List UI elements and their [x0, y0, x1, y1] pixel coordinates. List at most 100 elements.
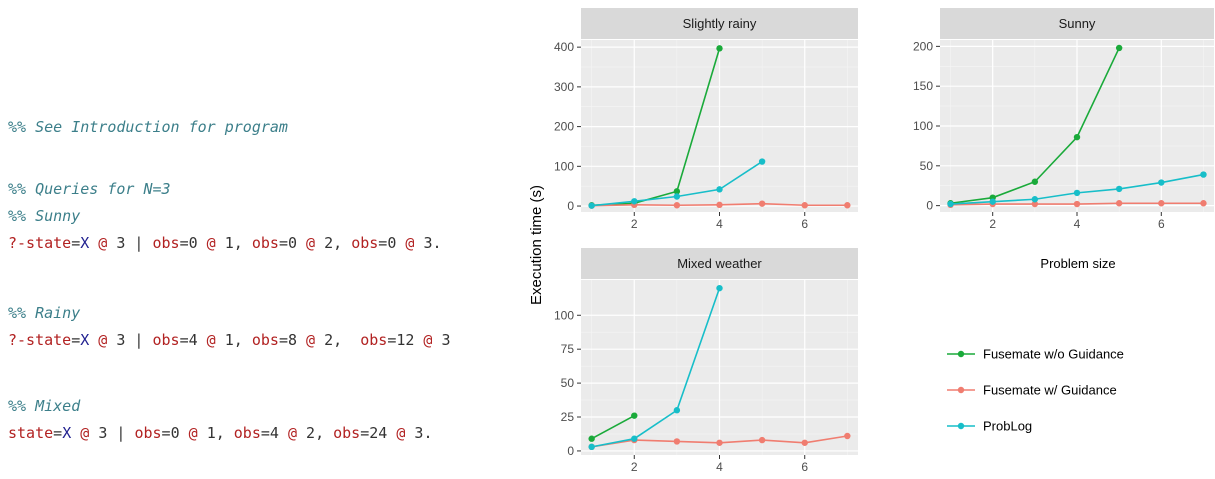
data-point-problog	[631, 198, 638, 205]
code-token: @	[89, 331, 117, 349]
code-token: |	[107, 424, 135, 442]
y-axis-label: Execution time (s)	[528, 185, 545, 305]
code-token: ,	[233, 234, 252, 252]
data-point-problog	[716, 186, 723, 193]
x-tick-label: 4	[716, 217, 723, 231]
legend-marker-problog	[957, 422, 965, 430]
code-token: =	[179, 234, 189, 252]
code-token: 3	[423, 234, 433, 252]
code-token: obs	[360, 331, 388, 349]
code-token: 2	[324, 234, 334, 252]
code-token: 3	[414, 424, 424, 442]
data-point-fusemate-w-guidance	[716, 201, 723, 209]
x-tick-label: 6	[801, 460, 808, 474]
data-point-fusemate-w-guidance	[1200, 200, 1207, 207]
data-point-problog	[758, 158, 766, 165]
data-point-fusemate-w-guidance	[1115, 200, 1123, 207]
code-token: ,	[215, 424, 234, 442]
code-token: =	[278, 331, 288, 349]
code-token: ?-state	[8, 331, 72, 349]
y-tick-label: 75	[561, 342, 575, 356]
panel-title: Slightly rainy	[683, 16, 757, 31]
code-token: @	[297, 331, 325, 349]
code-token: @	[179, 424, 207, 442]
code-token: obs	[134, 424, 162, 442]
data-point-fusemate-w-guidance	[1031, 200, 1039, 208]
data-point-problog	[989, 198, 996, 205]
code-token: =	[71, 234, 81, 252]
code-token: 4	[269, 424, 279, 442]
x-tick-label: 6	[1158, 217, 1165, 231]
data-point-fusemate-w-o-guidance	[1115, 44, 1123, 52]
panel-strip	[581, 8, 858, 39]
code-token: obs	[233, 424, 261, 442]
y-tick-label: 25	[561, 410, 575, 424]
code-token: =	[387, 331, 397, 349]
code-query-rainy: ?-state=X @ 3 | obs=4 @ 1, obs=8 @ 2, ob…	[8, 331, 451, 349]
code-token: 4	[188, 331, 198, 349]
code-token: 2	[324, 331, 334, 349]
code-token: ,	[233, 331, 252, 349]
y-tick-label: 300	[554, 80, 574, 94]
panel-mixed-weather: Mixed weather 0 25 50 75 100 2 4 6	[554, 248, 858, 474]
y-tick-label: 100	[554, 308, 574, 322]
panel-title: Sunny	[1059, 16, 1096, 31]
code-token: =	[179, 331, 189, 349]
code-query-sunny: ?-state=X @ 3 | obs=0 @ 1, obs=0 @ 2, ob…	[8, 234, 442, 252]
code-token: .	[432, 234, 442, 252]
data-point-problog	[673, 193, 681, 200]
code-token: 1	[224, 234, 234, 252]
data-point-fusemate-w-guidance	[801, 439, 808, 446]
code-token: 0	[188, 234, 198, 252]
data-point-problog	[1200, 171, 1207, 178]
y-tick-label: 400	[554, 40, 574, 54]
data-point-fusemate-w-o-guidance	[588, 435, 595, 442]
data-point-problog	[1073, 189, 1081, 197]
data-point-fusemate-w-o-guidance	[1031, 178, 1039, 185]
code-token: @	[387, 424, 415, 442]
code-token: =	[161, 424, 171, 442]
x-axis-label: Problem size	[1040, 256, 1115, 271]
code-token: @	[414, 331, 442, 349]
data-point-fusemate-w-guidance	[673, 202, 681, 209]
code-comment-mixed: %% Mixed	[8, 397, 81, 415]
panel-title: Mixed weather	[677, 256, 762, 271]
code-token: ,	[333, 234, 352, 252]
code-token: =	[360, 424, 370, 442]
code-token: @	[278, 424, 307, 442]
code-token: 12	[396, 331, 415, 349]
code-token: 0	[387, 234, 397, 252]
y-tick-label: 100	[554, 159, 574, 173]
data-point-problog	[1115, 185, 1123, 193]
data-point-fusemate-w-guidance	[673, 438, 681, 445]
data-point-fusemate-w-guidance	[716, 439, 723, 446]
code-token: obs	[251, 331, 279, 349]
data-point-fusemate-w-o-guidance	[673, 188, 681, 195]
code-token: =	[53, 424, 63, 442]
code-token: =	[71, 331, 81, 349]
code-comment-sunny: %% Sunny	[8, 207, 81, 225]
x-tick-label: 4	[716, 460, 723, 474]
code-token: X	[62, 424, 72, 442]
legend-label-problog: ProbLog	[983, 419, 1032, 434]
x-tick-label: 6	[801, 217, 808, 231]
code-comment-rainy: %% Rainy	[8, 304, 81, 322]
panel-sunny: Sunny 0 50 100 150 200 2 4 6	[913, 8, 1214, 231]
code-token: 3	[116, 331, 126, 349]
code-token: ,	[315, 424, 334, 442]
code-token: state	[8, 424, 54, 442]
panel-slightly-rainy: Slightly rainy 0 100 200 300 400 2 4 6	[554, 8, 858, 231]
y-tick-label: 200	[554, 120, 574, 134]
code-token: @	[297, 234, 325, 252]
x-tick-label: 4	[1074, 217, 1081, 231]
code-token: @	[89, 234, 117, 252]
data-point-fusemate-w-guidance	[758, 200, 766, 207]
legend-label-fusemate-w-guidance: Fusemate w/ Guidance	[983, 383, 1117, 398]
y-tick-label: 0	[567, 199, 574, 213]
data-point-fusemate-w-guidance	[758, 436, 766, 444]
code-token: obs	[333, 424, 361, 442]
data-point-fusemate-w-guidance	[1158, 200, 1165, 207]
code-token: 2	[306, 424, 316, 442]
code-query-mixed: state=X @ 3 | obs=0 @ 1, obs=4 @ 2, obs=…	[8, 424, 432, 442]
